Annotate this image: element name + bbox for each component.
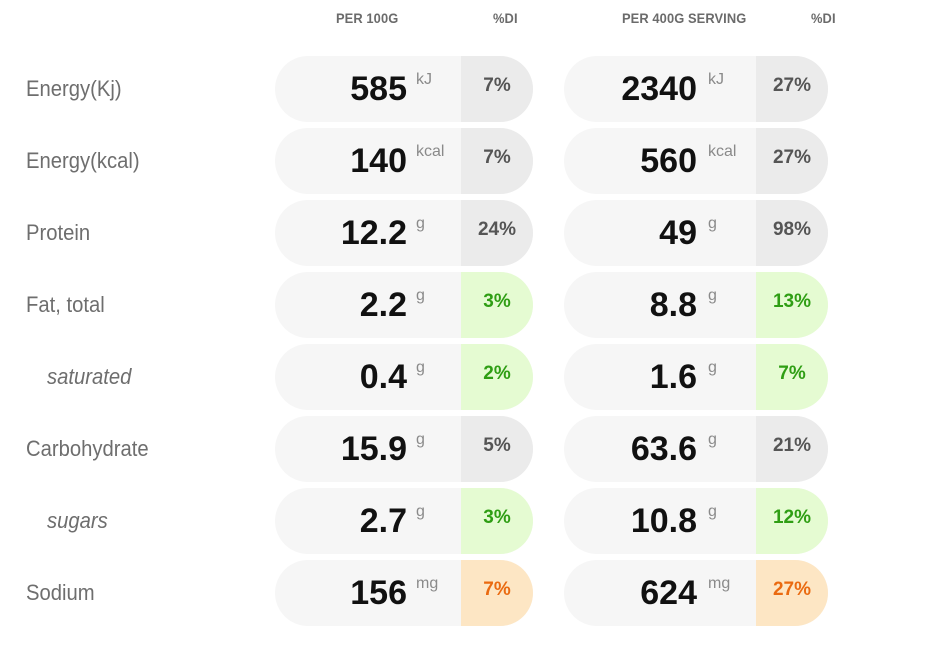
- daily-intake-badge: 7%: [461, 128, 533, 194]
- per-100g-cell: 2.7 g 3%: [275, 488, 533, 554]
- nutrient-value: 12.2: [340, 214, 407, 252]
- per-serving-cell: 560 kcal 27%: [564, 128, 828, 194]
- daily-intake-badge: 21%: [756, 416, 828, 482]
- nutrient-value: 63.6: [630, 430, 697, 468]
- per-serving-cell: 8.8 g 13%: [564, 272, 828, 338]
- per-100g-cell: 156 mg 7%: [275, 560, 533, 626]
- per-serving-cell: 624 mg 27%: [564, 560, 828, 626]
- nutrient-unit: g: [708, 503, 717, 520]
- per-100g-cell: 140 kcal 7%: [275, 128, 533, 194]
- nutrient-unit: g: [708, 287, 717, 304]
- nutrient-unit: kcal: [708, 143, 737, 160]
- per-serving-cell: 49 g 98%: [564, 200, 828, 266]
- nutrient-unit: g: [708, 215, 717, 232]
- nutrient-value: 10.8: [630, 502, 697, 540]
- per-serving-cell: 63.6 g 21%: [564, 416, 828, 482]
- nutrient-row: Protein 12.2 g 24% 49 g 98%: [0, 200, 930, 266]
- nutrient-unit: g: [416, 431, 425, 448]
- nutrient-value: 156: [350, 574, 407, 612]
- daily-intake-badge: 2%: [461, 344, 533, 410]
- nutrient-label: sugars: [47, 508, 108, 533]
- daily-intake-badge: 3%: [461, 272, 533, 338]
- nutrient-row: Fat, total 2.2 g 3% 8.8 g 13%: [0, 272, 930, 338]
- header-per-serving: PER 400G SERVING: [622, 10, 747, 26]
- nutrient-value: 2.2: [359, 286, 407, 324]
- header-per-100g: PER 100G: [336, 10, 399, 26]
- daily-intake-badge: 7%: [461, 56, 533, 122]
- per-serving-cell: 2340 kJ 27%: [564, 56, 828, 122]
- nutrient-label: Energy(kcal): [26, 148, 140, 173]
- nutrient-value: 8.8: [649, 286, 697, 324]
- daily-intake-badge: 24%: [461, 200, 533, 266]
- nutrient-label: Sodium: [26, 580, 95, 605]
- nutrient-unit: kJ: [416, 71, 432, 88]
- nutrient-unit: g: [416, 215, 425, 232]
- header-di-1: %DI: [493, 10, 518, 26]
- per-serving-cell: 10.8 g 12%: [564, 488, 828, 554]
- nutrient-unit: mg: [708, 575, 731, 592]
- nutrient-row: Energy(Kj) 585 kJ 7% 2340 kJ 27%: [0, 56, 930, 122]
- nutrient-label: Fat, total: [26, 292, 105, 317]
- per-serving-cell: 1.6 g 7%: [564, 344, 828, 410]
- nutrient-unit: g: [708, 359, 717, 376]
- daily-intake-badge: 27%: [756, 128, 828, 194]
- nutrient-row: Carbohydrate 15.9 g 5% 63.6 g 21%: [0, 416, 930, 482]
- nutrient-unit: g: [708, 431, 717, 448]
- daily-intake-badge: 13%: [756, 272, 828, 338]
- nutrient-value: 15.9: [340, 430, 407, 468]
- nutrient-unit: g: [416, 359, 425, 376]
- nutrient-value: 624: [640, 574, 697, 612]
- nutrient-label: Carbohydrate: [26, 436, 149, 461]
- daily-intake-badge: 27%: [756, 560, 828, 626]
- nutrient-unit: mg: [416, 575, 439, 592]
- nutrient-unit: g: [416, 287, 425, 304]
- nutrient-label: Energy(Kj): [26, 76, 122, 101]
- per-100g-cell: 585 kJ 7%: [275, 56, 533, 122]
- daily-intake-badge: 27%: [756, 56, 828, 122]
- daily-intake-badge: 5%: [461, 416, 533, 482]
- nutrient-label: saturated: [47, 364, 132, 389]
- nutrient-value: 560: [640, 142, 697, 180]
- nutrient-value: 585: [350, 70, 407, 108]
- daily-intake-badge: 7%: [756, 344, 828, 410]
- per-100g-cell: 15.9 g 5%: [275, 416, 533, 482]
- nutrient-row: sugars 2.7 g 3% 10.8 g 12%: [0, 488, 930, 554]
- daily-intake-badge: 7%: [461, 560, 533, 626]
- per-100g-cell: 12.2 g 24%: [275, 200, 533, 266]
- nutrient-value: 49: [659, 214, 697, 252]
- nutrient-unit: kcal: [416, 143, 445, 160]
- nutrient-value: 2.7: [359, 502, 407, 540]
- daily-intake-badge: 12%: [756, 488, 828, 554]
- per-100g-cell: 0.4 g 2%: [275, 344, 533, 410]
- nutrient-value: 2340: [621, 70, 697, 108]
- nutrient-unit: kJ: [708, 71, 724, 88]
- nutrient-unit: g: [416, 503, 425, 520]
- header-di-2: %DI: [811, 10, 836, 26]
- per-100g-cell: 2.2 g 3%: [275, 272, 533, 338]
- nutrient-row: Energy(kcal) 140 kcal 7% 560 kcal 27%: [0, 128, 930, 194]
- nutrient-row: Sodium 156 mg 7% 624 mg 27%: [0, 560, 930, 626]
- nutrient-value: 140: [350, 142, 407, 180]
- daily-intake-badge: 98%: [756, 200, 828, 266]
- nutrient-value: 1.6: [649, 358, 697, 396]
- nutrient-row: saturated 0.4 g 2% 1.6 g 7%: [0, 344, 930, 410]
- nutrient-value: 0.4: [359, 358, 407, 396]
- nutrient-label: Protein: [26, 220, 91, 245]
- daily-intake-badge: 3%: [461, 488, 533, 554]
